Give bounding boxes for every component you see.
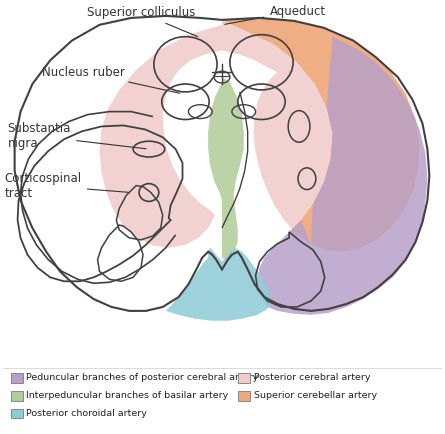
Polygon shape (100, 18, 420, 252)
Polygon shape (15, 16, 429, 311)
Bar (238, 373, 250, 383)
Bar (11, 373, 23, 383)
Text: Posterior choroidal artery: Posterior choroidal artery (27, 409, 147, 418)
Polygon shape (166, 248, 271, 321)
Text: Superior colliculus: Superior colliculus (87, 7, 198, 36)
Polygon shape (208, 77, 244, 262)
Text: Nucleus ruber: Nucleus ruber (42, 66, 180, 93)
Text: Superior cerebellar artery: Superior cerebellar artery (254, 391, 377, 400)
Text: Aqueduct: Aqueduct (225, 4, 326, 24)
Text: Posterior cerebral artery: Posterior cerebral artery (254, 373, 370, 382)
Polygon shape (222, 18, 420, 252)
Text: Interpeduncular branches of basilar artery: Interpeduncular branches of basilar arte… (27, 391, 229, 400)
Bar (11, 391, 23, 401)
Bar (11, 408, 23, 418)
Text: Corticospinal
tract: Corticospinal tract (5, 171, 129, 200)
Text: Peduncular branches of posterior cerebral artery: Peduncular branches of posterior cerebra… (27, 373, 259, 382)
Text: Substantia
nigra: Substantia nigra (8, 122, 146, 150)
Polygon shape (258, 36, 427, 315)
Bar (238, 391, 250, 401)
